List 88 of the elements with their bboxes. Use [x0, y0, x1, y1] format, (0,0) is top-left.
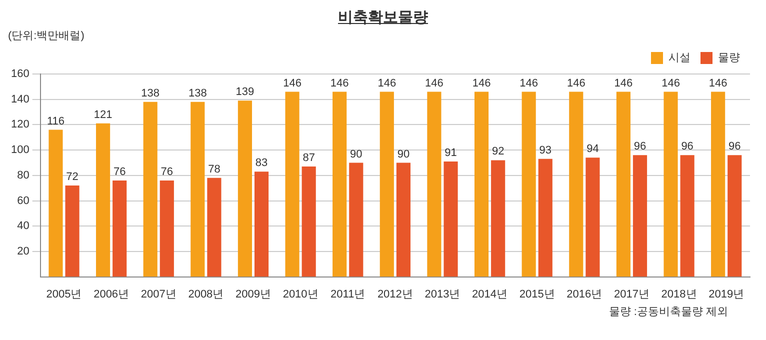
data-label: 146	[330, 77, 349, 90]
bar	[238, 100, 252, 277]
bar	[349, 162, 364, 277]
data-label: 91	[444, 146, 457, 159]
y-tick-label: 120	[10, 118, 30, 131]
text: 물량 :공동비축물량 제외	[608, 305, 729, 319]
data-label: 116	[46, 115, 64, 128]
data-label: 76	[113, 166, 126, 178]
data-label: 139	[236, 86, 254, 98]
data-label: 76	[160, 166, 174, 178]
x-tick-label: 2006년	[94, 288, 130, 300]
y-tick-label: 20	[17, 245, 30, 258]
x-tick-label: 2015년	[519, 288, 555, 300]
bar	[160, 180, 174, 277]
data-label: 121	[94, 108, 112, 121]
y-tick-label: 160	[10, 68, 30, 80]
y-tick-label: 40	[17, 220, 30, 232]
bar	[143, 102, 158, 277]
x-tick-label: 2017년	[614, 288, 650, 300]
data-label: 90	[397, 148, 410, 160]
x-tick-label: 2011년	[330, 288, 366, 300]
data-label: 138	[141, 87, 160, 100]
y-tick-label: 80	[17, 169, 30, 182]
bar	[207, 178, 222, 277]
x-tick-label: 2014년	[472, 288, 508, 300]
bar	[112, 180, 127, 277]
bar	[616, 92, 630, 277]
bar	[302, 166, 316, 277]
data-label: 138	[188, 87, 207, 100]
data-label: 96	[681, 140, 694, 153]
data-label: 92	[492, 146, 504, 158]
data-label: 72	[66, 171, 78, 184]
data-label: 83	[255, 157, 268, 170]
chart-title: 비축확보물량	[337, 8, 429, 28]
data-label: 146	[662, 77, 680, 90]
bar	[474, 92, 489, 277]
bar	[254, 172, 269, 277]
bar	[396, 162, 410, 277]
data-label: 146	[472, 77, 491, 90]
bar	[65, 186, 80, 277]
data-label: 146	[520, 77, 538, 90]
data-label: 146	[566, 77, 586, 90]
x-tick-label: 2019년	[708, 288, 744, 300]
x-tick-label: 2013년	[424, 288, 460, 300]
bar	[569, 92, 584, 277]
data-label: 94	[586, 143, 599, 156]
y-tick-label: 60	[17, 194, 30, 207]
data-label: 146	[378, 77, 396, 90]
x-tick-label: 2016년	[566, 288, 602, 300]
data-label: 146	[708, 77, 728, 90]
data-label: 146	[425, 77, 444, 90]
bar	[680, 155, 694, 277]
legend-label: 물량	[718, 52, 740, 64]
x-tick-label: 2008년	[188, 288, 224, 300]
data-label: 93	[539, 144, 552, 156]
bar	[444, 161, 458, 277]
bar	[711, 92, 726, 277]
data-label: 96	[634, 140, 646, 153]
y-tick-label: 140	[10, 93, 30, 106]
bar	[427, 92, 442, 277]
data-label: 146	[283, 77, 302, 90]
x-tick-label: 2009년	[236, 288, 271, 300]
bar	[632, 155, 648, 277]
y-tick-label: 100	[10, 144, 30, 156]
data-label: 146	[614, 77, 633, 90]
bar	[491, 160, 506, 277]
x-tick-label: 2018년	[661, 288, 697, 300]
data-label: 78	[208, 163, 220, 176]
bar	[538, 158, 552, 277]
bar	[586, 158, 600, 277]
bar	[96, 123, 110, 277]
x-tick-label: 2005년	[46, 288, 82, 300]
x-tick-label: 2007년	[140, 288, 176, 300]
bar	[728, 155, 742, 277]
y-axis-title: (단위:백만배럴)	[8, 29, 86, 42]
bar	[332, 92, 347, 277]
bar	[664, 92, 678, 277]
data-label: 87	[302, 152, 315, 164]
x-tick-label: 2010년	[282, 288, 318, 300]
legend-label: 시설	[668, 52, 690, 64]
bar	[48, 130, 63, 277]
bar	[522, 92, 536, 277]
bar	[285, 92, 300, 277]
bar	[190, 102, 205, 277]
data-label: 90	[350, 148, 362, 160]
bar	[380, 92, 394, 277]
x-tick-label: 2012년	[377, 288, 413, 300]
data-label: 96	[728, 140, 741, 153]
